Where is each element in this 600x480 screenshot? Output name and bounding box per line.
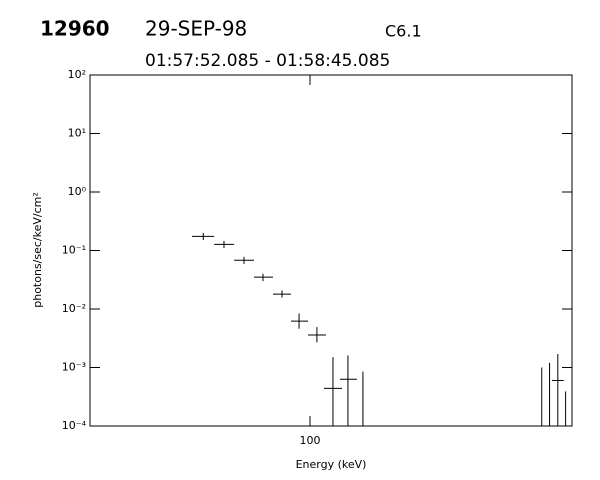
header-date: 29-SEP-98 — [145, 17, 247, 41]
y-tick-label: 10⁻³ — [62, 361, 86, 374]
y-tick-label: 10⁻⁴ — [62, 419, 87, 432]
y-tick-label: 10⁻² — [62, 302, 86, 315]
header-id: 12960 — [40, 17, 110, 41]
y-tick-label: 10¹ — [68, 127, 86, 140]
x-tick-label: 100 — [299, 434, 320, 447]
x-axis-label: Energy (keV) — [296, 458, 367, 471]
y-tick-label: 10⁻¹ — [62, 244, 86, 257]
y-tick-label: 10⁰ — [68, 185, 87, 198]
y-axis-label: photons/sec/keV/cm² — [31, 192, 44, 308]
header-time: 01:57:52.085 - 01:58:45.085 — [145, 51, 390, 71]
y-tick-label: 10² — [68, 68, 86, 81]
header-class: C6.1 — [385, 22, 422, 41]
plot-area — [192, 232, 567, 426]
plot-frame — [89, 74, 573, 427]
